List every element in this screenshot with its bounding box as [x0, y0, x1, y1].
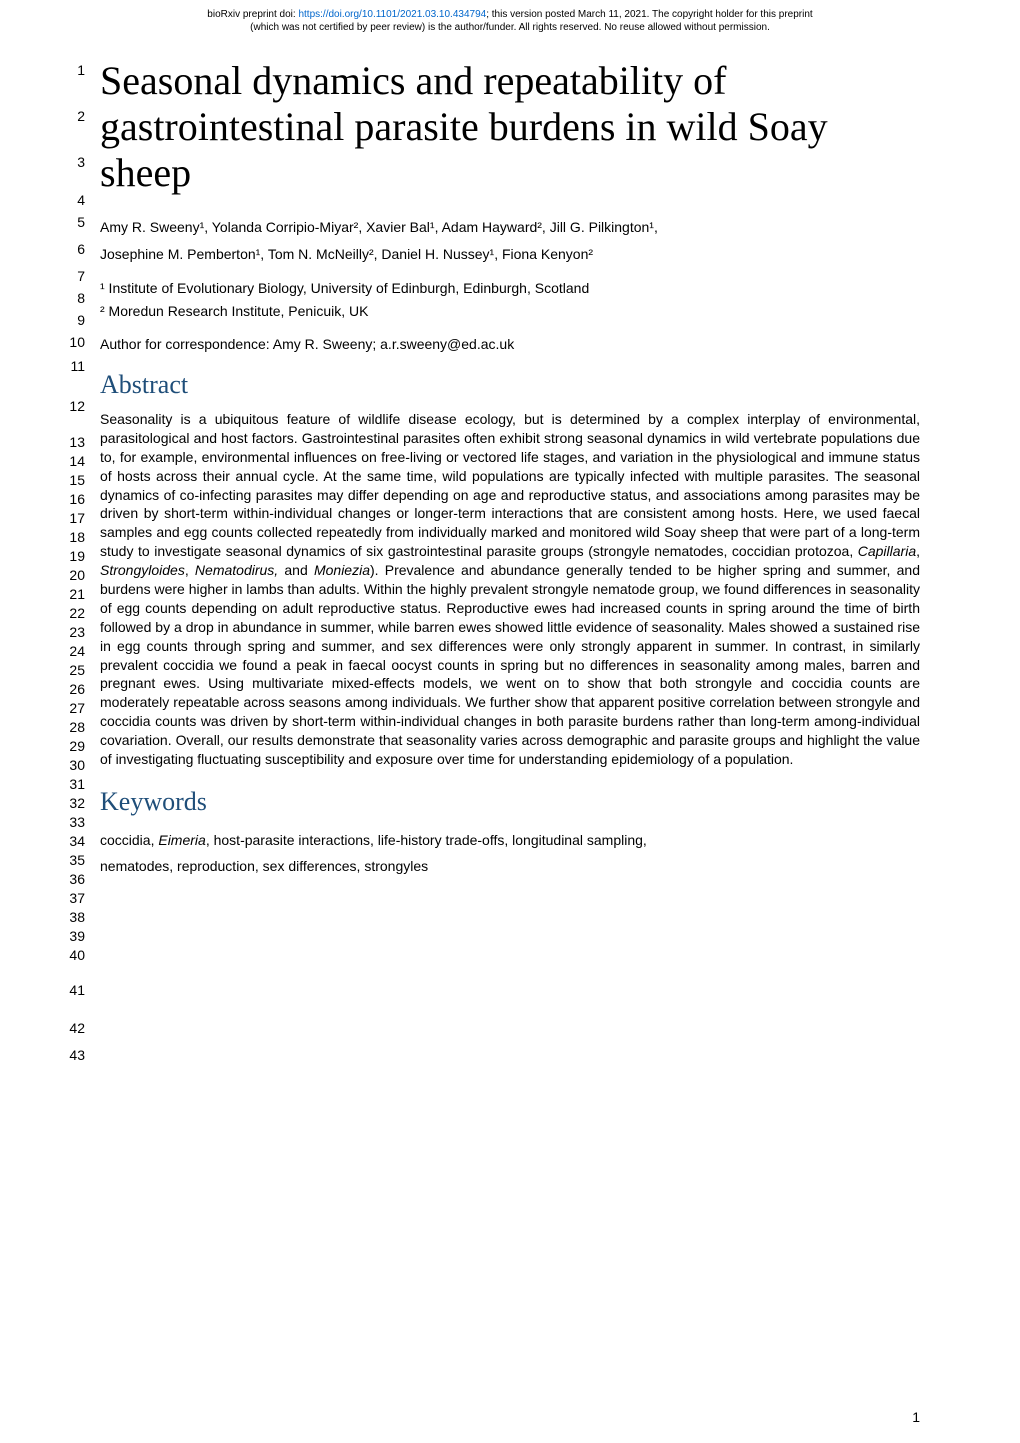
- preprint-line2: (which was not certified by peer review)…: [250, 22, 770, 33]
- line-number: 9: [55, 312, 85, 328]
- line-number: 20: [55, 567, 85, 583]
- kw-italic: Eimeria: [158, 832, 205, 848]
- line-number: 32: [55, 795, 85, 811]
- keywords-line-2: nematodes, reproduction, sex differences…: [100, 853, 920, 880]
- line-number: 28: [55, 719, 85, 735]
- line-number: 12: [55, 398, 85, 414]
- abstract-body: Seasonality is a ubiquitous feature of w…: [100, 410, 920, 769]
- abstract-heading: Abstract: [100, 370, 920, 400]
- line-number: 38: [55, 909, 85, 925]
- line-number: 18: [55, 529, 85, 545]
- affiliation-2: ² Moredun Research Institute, Penicuik, …: [100, 300, 920, 322]
- line-number: 3: [55, 154, 85, 170]
- line-number: 31: [55, 776, 85, 792]
- line-number: 37: [55, 890, 85, 906]
- line-number: 6: [55, 241, 85, 257]
- line-number: 40: [55, 947, 85, 963]
- abstract-italic-4: Moniezia: [314, 562, 370, 578]
- line-number: 36: [55, 871, 85, 887]
- abstract-italic-2: Strongyloides: [100, 562, 185, 578]
- line-number: 42: [55, 1020, 85, 1036]
- preprint-prefix: bioRxiv preprint doi:: [207, 9, 298, 20]
- authors-block: Amy R. Sweeny¹, Yolanda Corripio-Miyar²,…: [100, 214, 920, 267]
- line-number: 41: [55, 982, 85, 998]
- line-number: 21: [55, 586, 85, 602]
- line-number: 11: [55, 358, 85, 374]
- keywords-body: coccidia, Eimeria, host-parasite interac…: [100, 827, 920, 880]
- keywords-heading: Keywords: [100, 787, 920, 817]
- line-number: 15: [55, 472, 85, 488]
- abstract-and: and: [278, 562, 314, 578]
- line-number: 24: [55, 643, 85, 659]
- preprint-suffix: ; this version posted March 11, 2021. Th…: [486, 9, 812, 20]
- affiliations-block: ¹ Institute of Evolutionary Biology, Uni…: [100, 277, 920, 322]
- line-number: 43: [55, 1047, 85, 1063]
- line-number: 14: [55, 453, 85, 469]
- affiliation-1: ¹ Institute of Evolutionary Biology, Uni…: [100, 277, 920, 299]
- line-number: 10: [55, 334, 85, 350]
- line-number: 30: [55, 757, 85, 773]
- line-number: 22: [55, 605, 85, 621]
- line-number: 1: [55, 62, 85, 78]
- page-number: 1: [912, 1409, 920, 1425]
- line-number: 2: [55, 108, 85, 124]
- paper-title: Seasonal dynamics and repeatability of g…: [100, 58, 920, 196]
- line-number: 13: [55, 434, 85, 450]
- line-number: 17: [55, 510, 85, 526]
- doi-link[interactable]: https://doi.org/10.1101/2021.03.10.43479…: [298, 9, 486, 20]
- line-number: 25: [55, 662, 85, 678]
- kw-line1-pre: coccidia,: [100, 832, 158, 848]
- line-number: 34: [55, 833, 85, 849]
- abstract-italic-3: Nematodirus,: [195, 562, 278, 578]
- line-number: 35: [55, 852, 85, 868]
- line-number: 26: [55, 681, 85, 697]
- abstract-italic-1: Capillaria: [858, 543, 916, 559]
- line-number: 19: [55, 548, 85, 564]
- abstract-text-pre: Seasonality is a ubiquitous feature of w…: [100, 411, 920, 559]
- line-number: 29: [55, 738, 85, 754]
- preprint-banner: bioRxiv preprint doi: https://doi.org/10…: [0, 0, 1020, 38]
- line-number: 39: [55, 928, 85, 944]
- line-number: 8: [55, 290, 85, 306]
- line-number: 27: [55, 700, 85, 716]
- correspondence: Author for correspondence: Amy R. Sweeny…: [100, 336, 920, 352]
- authors-line-2: Josephine M. Pemberton¹, Tom N. McNeilly…: [100, 241, 920, 268]
- keywords-line-1: coccidia, Eimeria, host-parasite interac…: [100, 827, 920, 854]
- line-number: 33: [55, 814, 85, 830]
- kw-line1-post: , host-parasite interactions, life-histo…: [206, 832, 647, 848]
- line-number: 4: [55, 192, 85, 208]
- authors-line-1: Amy R. Sweeny¹, Yolanda Corripio-Miyar²,…: [100, 214, 920, 241]
- line-number: 23: [55, 624, 85, 640]
- abstract-text-post: ). Prevalence and abundance generally te…: [100, 562, 920, 767]
- line-number: 7: [55, 268, 85, 284]
- line-number: 5: [55, 214, 85, 230]
- page-content: Seasonal dynamics and repeatability of g…: [0, 38, 1020, 880]
- line-number: 16: [55, 491, 85, 507]
